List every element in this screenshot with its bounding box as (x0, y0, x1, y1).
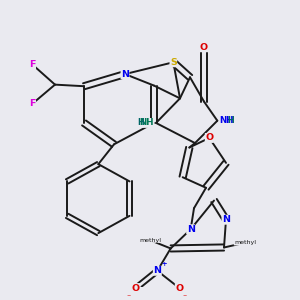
Text: ⁻: ⁻ (182, 292, 187, 300)
Text: +: + (161, 261, 167, 267)
Text: N: N (187, 225, 195, 234)
Text: O: O (205, 134, 213, 142)
Text: F: F (29, 60, 36, 69)
Text: NH: NH (140, 118, 154, 127)
Text: O: O (132, 284, 140, 292)
Text: ⁻: ⁻ (127, 292, 131, 300)
Text: H: H (137, 118, 144, 127)
Text: H: H (227, 116, 234, 125)
Text: NH: NH (219, 116, 234, 125)
Text: N: N (153, 266, 161, 275)
Text: methyl: methyl (234, 240, 256, 245)
Text: methyl: methyl (139, 238, 161, 243)
Text: O: O (175, 284, 183, 292)
Text: F: F (29, 99, 36, 108)
Text: N: N (222, 215, 230, 224)
Text: S: S (170, 58, 177, 67)
Text: N: N (121, 70, 129, 79)
Text: O: O (200, 43, 208, 52)
